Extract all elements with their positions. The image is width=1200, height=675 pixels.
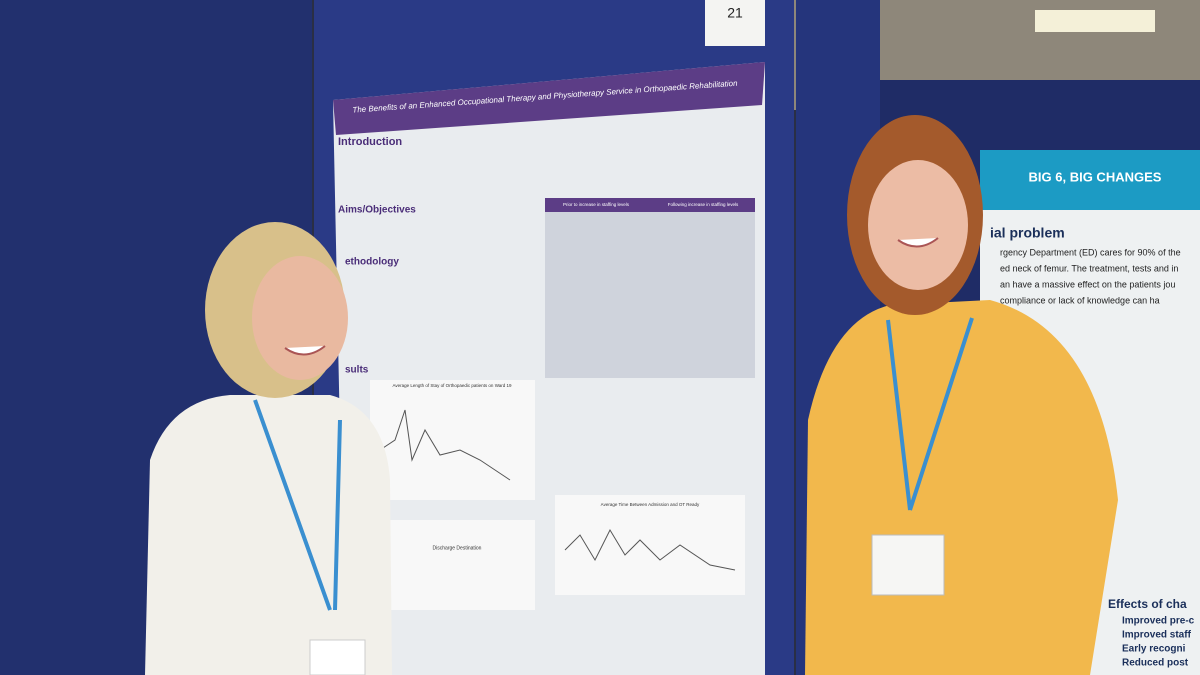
badge [871,534,945,596]
body-line: rgency Department (ED) cares for 90% of … [1000,247,1181,257]
effects-item: Reduced post [1122,658,1189,669]
face [868,160,968,290]
smile [284,345,326,356]
chart-line [564,528,736,571]
right-poster-header [980,150,1200,210]
table-header [545,198,755,212]
effects-item: Improved staff [1122,630,1192,641]
section-heading: sults [345,365,369,376]
right-poster-title: BIG 6, BIG CHANGES [1029,169,1162,184]
booth-number: 21 [727,5,743,21]
poster-chart [555,495,745,595]
badge [309,639,366,675]
chart-title: Average Length of Stay of Orthopaedic pa… [392,383,512,388]
section-heading: Introduction [338,136,402,148]
face [252,256,348,380]
effects-heading: Effects of cha [1108,597,1187,611]
poster-chart [380,520,535,610]
booth-card [705,0,765,46]
chart-line [379,409,511,481]
lanyard [253,399,342,611]
table-header-text: Prior to increase in staffing levels [563,202,630,207]
person-right [805,115,1118,675]
body-line: an have a massive effect on the patients… [1000,279,1175,289]
lanyard [886,317,974,511]
chart-title: Average Time Between Admission and OT Re… [601,502,700,507]
poster-table [545,198,755,378]
effects-item: Early recogni [1122,644,1186,655]
smile [897,237,939,248]
effects-item: Improved pre-c [1122,616,1195,627]
poster-header [333,62,765,135]
poster-chart [370,380,535,500]
section-heading: Aims/Objectives [338,205,416,216]
table-header-text: Following increase in staffing levels [668,202,739,207]
right-poster-heading: ial problem [990,225,1065,241]
body-line: compliance or lack of knowledge can ha [1000,295,1160,305]
chart-title: Discharge Destination [433,545,482,551]
ceiling-light [1035,10,1155,32]
body-line: ed neck of femur. The treatment, tests a… [1000,263,1178,273]
section-heading: ethodology [345,257,399,268]
person-left [145,222,392,675]
